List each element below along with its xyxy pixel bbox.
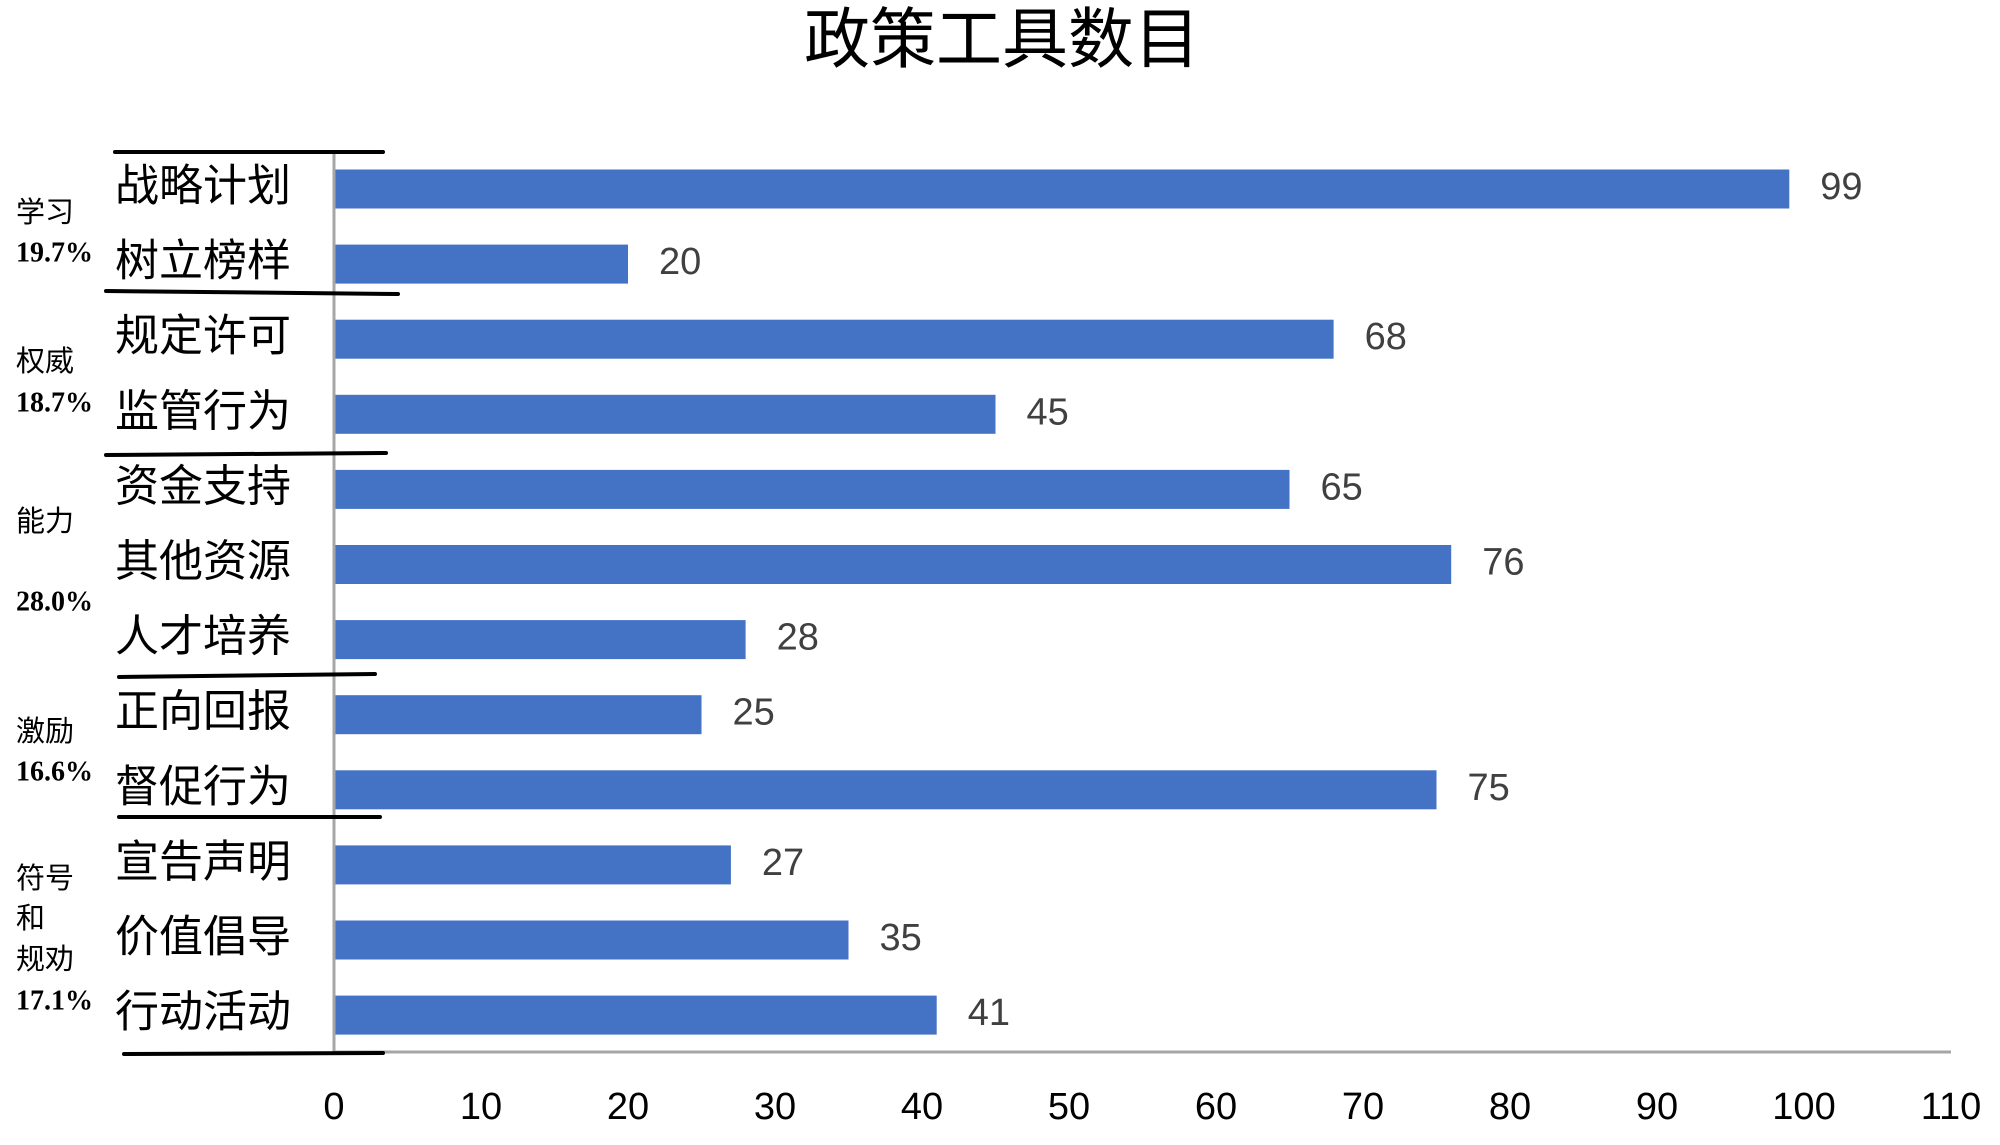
- x-tick-label: 60: [1195, 1086, 1237, 1128]
- category-label: 督促行为: [115, 761, 291, 812]
- group-share-label: 18.7%: [16, 387, 93, 418]
- value-label: 20: [659, 241, 701, 283]
- category-labels-layer: 战略计划树立榜样规定许可监管行为资金支持其他资源人才培养正向回报督促行为宣告声明…: [115, 161, 291, 1038]
- x-ticks-layer: 0 10 20 30 40 50 60 70 80 90 100 110: [323, 1086, 1981, 1128]
- x-tick-label: 20: [607, 1086, 649, 1128]
- value-label: 75: [1468, 767, 1510, 809]
- bar: [334, 394, 996, 434]
- value-label: 45: [1027, 391, 1069, 433]
- bar: [334, 244, 628, 284]
- x-tick-label: 40: [901, 1086, 943, 1128]
- group-divider: [117, 672, 377, 679]
- bar: [334, 845, 731, 885]
- x-tick-label: 0: [323, 1086, 344, 1128]
- x-tick-label: 70: [1342, 1086, 1384, 1128]
- group-share-label: 19.7%: [16, 237, 93, 268]
- group-divider: [104, 289, 400, 296]
- group-label: 规劝: [16, 942, 74, 976]
- value-label: 27: [762, 842, 804, 884]
- group-label: 权威: [16, 344, 74, 378]
- category-label: 其他资源: [115, 536, 291, 587]
- group-dividers: [104, 150, 400, 1056]
- value-label: 68: [1365, 316, 1407, 358]
- bar: [334, 770, 1437, 810]
- group-share-label: 17.1%: [16, 985, 93, 1016]
- value-label: 35: [880, 917, 922, 959]
- value-label: 28: [777, 617, 819, 659]
- x-tick-label: 30: [754, 1086, 796, 1128]
- category-label: 宣告声明: [115, 836, 291, 887]
- bar: [334, 469, 1290, 509]
- value-label: 65: [1321, 466, 1363, 508]
- group-divider: [104, 451, 388, 457]
- group-label: 符号: [16, 861, 74, 895]
- x-tick-label: 80: [1489, 1086, 1531, 1128]
- group-divider: [122, 1051, 385, 1056]
- x-tick-label: 110: [1921, 1086, 1982, 1128]
- x-tick-label: 100: [1772, 1086, 1835, 1128]
- value-label: 76: [1482, 542, 1524, 584]
- group-label: 能力: [16, 504, 74, 538]
- category-label: 规定许可: [115, 311, 291, 362]
- group-label: 激励: [16, 714, 74, 748]
- bar: [334, 620, 746, 660]
- category-label: 人才培养: [115, 611, 291, 662]
- value-label: 99: [1820, 166, 1862, 208]
- value-label: 25: [733, 692, 775, 734]
- group-share-label: 16.6%: [16, 756, 93, 787]
- value-label: 41: [968, 992, 1010, 1034]
- chart-title: 政策工具数目: [804, 1, 1200, 78]
- bar: [334, 695, 702, 735]
- group-share-label: 28.0%: [16, 586, 93, 617]
- bar: [334, 319, 1334, 359]
- x-tick-label: 90: [1636, 1086, 1678, 1128]
- category-label: 战略计划: [115, 161, 291, 212]
- bars-layer: [334, 169, 1790, 1035]
- bar: [334, 545, 1452, 584]
- x-tick-label: 50: [1048, 1086, 1090, 1128]
- group-label: 和: [16, 901, 45, 935]
- category-label: 监管行为: [115, 386, 291, 437]
- x-tick-label: 10: [460, 1086, 502, 1128]
- category-label: 价值倡导: [115, 912, 291, 963]
- bar: [334, 920, 849, 960]
- category-label: 资金支持: [115, 461, 291, 512]
- category-label: 行动活动: [115, 987, 291, 1038]
- category-label: 正向回报: [115, 686, 291, 737]
- group-label: 学习: [16, 195, 74, 229]
- bar: [334, 995, 937, 1035]
- bar: [334, 169, 1790, 209]
- category-label: 树立榜样: [115, 236, 291, 287]
